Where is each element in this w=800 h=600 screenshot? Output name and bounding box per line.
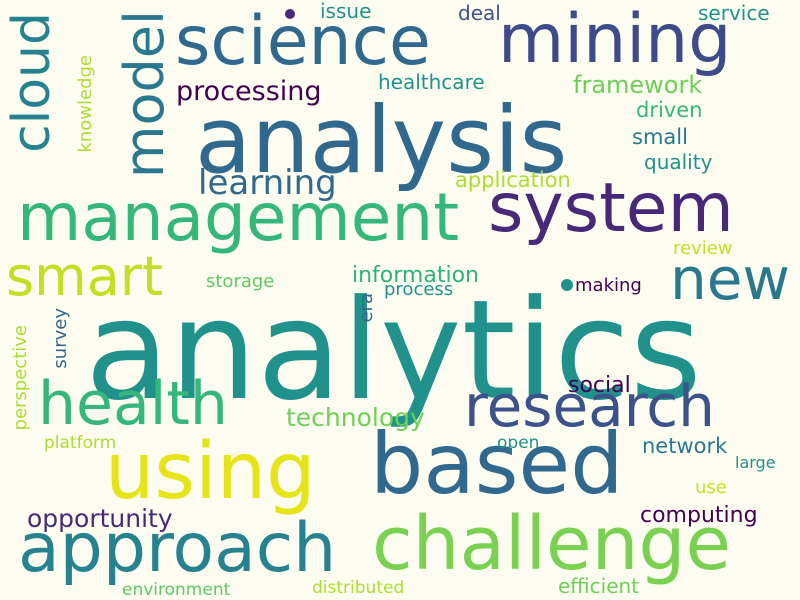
word-information: information (352, 263, 479, 288)
word-deal: deal (458, 1, 501, 25)
word-small: small (632, 125, 688, 149)
word-process: process (384, 279, 454, 300)
word-mining: mining (498, 0, 732, 79)
word-health: health (38, 369, 228, 439)
word-framework: framework (573, 71, 703, 99)
word-service: service (698, 1, 770, 25)
word-driven: driven (636, 98, 703, 122)
word-based: based (370, 415, 624, 513)
word-new: new (670, 245, 790, 313)
word-quality: quality (644, 150, 713, 174)
word-science: science (175, 2, 431, 81)
word-healthcare: healthcare (378, 70, 485, 94)
word-era: era (356, 293, 377, 323)
word-learning: learning (198, 163, 337, 203)
word-review: review (673, 238, 733, 259)
word-opportunity: opportunity (27, 504, 173, 533)
word-survey: survey (50, 308, 71, 369)
word-making: making (575, 275, 642, 296)
word-analytics: analytics (85, 270, 702, 431)
word-processing: processing (176, 76, 322, 107)
decorative-dot (285, 9, 295, 19)
word-social: social (568, 373, 631, 398)
word-perspective: perspective (10, 325, 31, 431)
word-open: open (497, 433, 540, 453)
word-analysis: analysis (195, 87, 568, 194)
word-research: research (464, 372, 715, 440)
word-system: system (488, 169, 734, 248)
word-knowledge: knowledge (75, 55, 96, 153)
word-computing: computing (640, 503, 758, 528)
word-use: use (695, 477, 727, 498)
word-storage: storage (206, 271, 275, 292)
word-management: management (17, 179, 460, 256)
word-network: network (642, 434, 728, 458)
word-approach: approach (18, 509, 337, 588)
word-efficient: efficient (558, 574, 640, 598)
word-large: large (735, 453, 776, 472)
word-application: application (455, 168, 571, 192)
word-platform: platform (44, 433, 117, 453)
word-using: using (105, 427, 316, 517)
word-technology: technology (286, 403, 425, 432)
word-environment: environment (122, 580, 231, 600)
word-cloud: cloud (2, 12, 62, 153)
decorative-dot (561, 279, 573, 291)
word-distributed: distributed (312, 578, 405, 598)
word-model: model (113, 10, 176, 179)
word-smart: smart (6, 245, 164, 308)
word-issue: issue (320, 0, 372, 23)
word-challenge: challenge (372, 501, 731, 587)
